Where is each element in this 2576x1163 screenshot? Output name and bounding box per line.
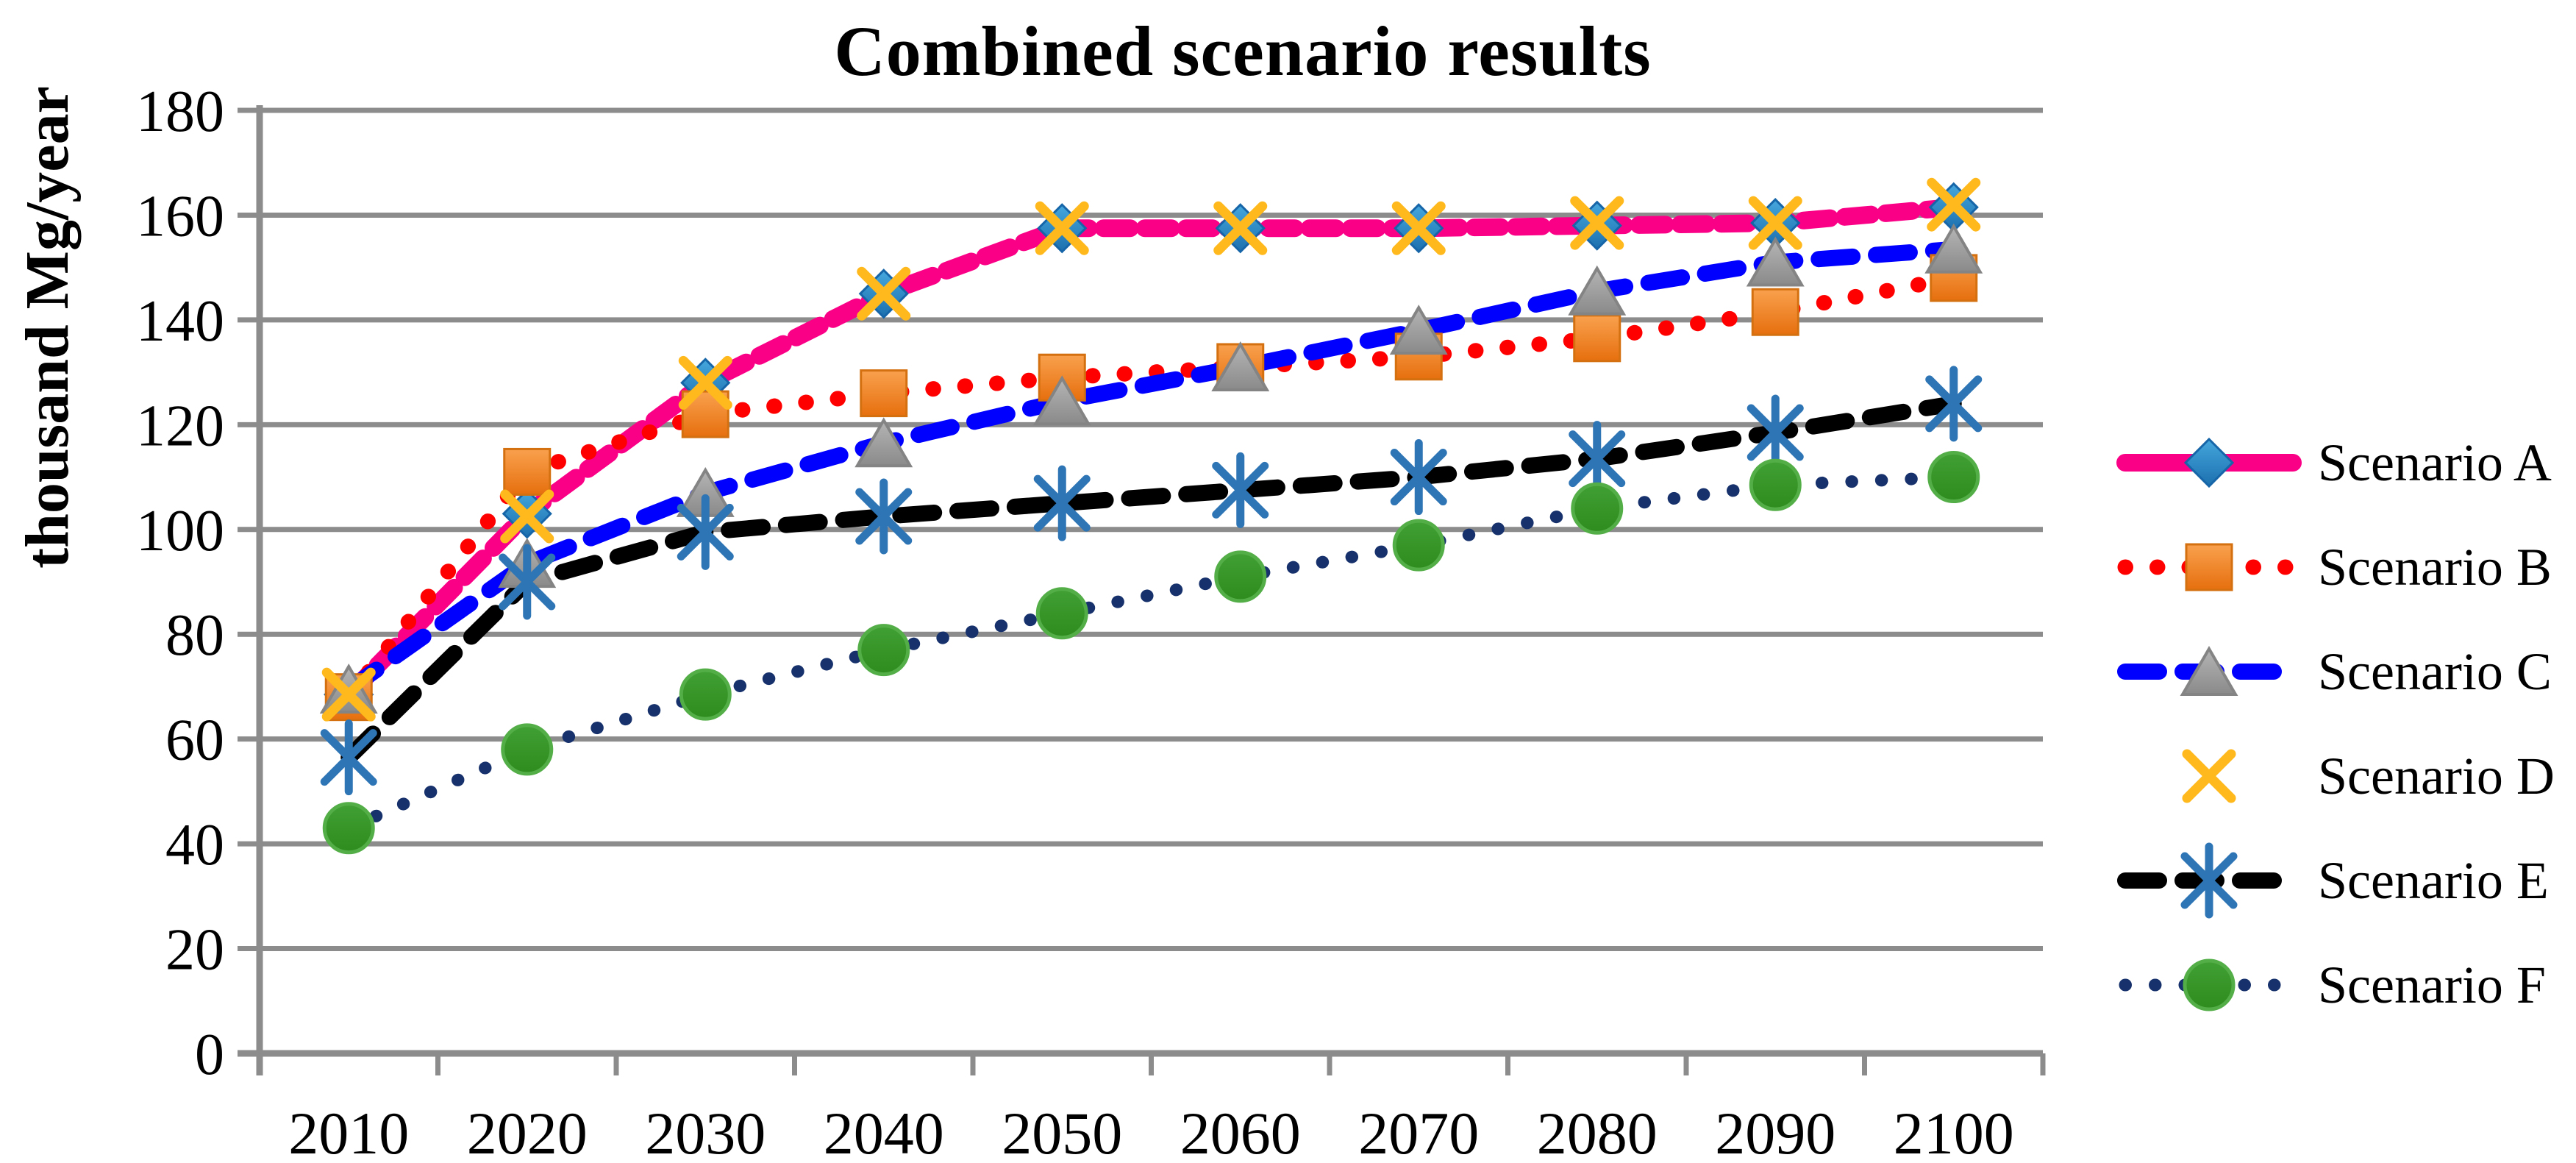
scenario-f-marker-icon	[679, 668, 732, 721]
scenario-c-marker-icon	[854, 417, 913, 468]
legend: Scenario A Scenario B Scenario C Scenari…	[2116, 410, 2555, 1037]
x-tick-label: 2040	[824, 1100, 944, 1163]
legend-sample-scenario-a-icon	[2116, 437, 2302, 488]
scenario-d-marker-icon	[321, 667, 376, 722]
y-tick-label: 40	[165, 813, 224, 878]
legend-item-scenario-d: Scenario D	[2116, 724, 2555, 828]
legend-label-scenario-e: Scenario E	[2318, 850, 2549, 910]
scenario-e-marker-icon	[320, 719, 377, 796]
scenario-e-marker-icon	[1390, 439, 1447, 516]
y-tick-label: 80	[165, 603, 224, 668]
scenario-b-marker-icon	[1751, 288, 1799, 336]
x-tick-label: 2100	[1894, 1100, 2014, 1163]
series-line-scenario-c	[340, 241, 1962, 698]
x-tick-label: 2070	[1358, 1100, 1479, 1163]
legend-label-scenario-b: Scenario B	[2318, 537, 2552, 597]
series-line-scenario-f	[342, 471, 1960, 835]
series-line-scenario-b	[340, 270, 1962, 705]
scenario-d-marker-icon	[500, 489, 554, 544]
scenario-d-marker-icon	[1391, 201, 1446, 255]
scenario-e-marker-icon	[1033, 465, 1091, 541]
scenario-d-marker-icon	[2182, 749, 2236, 803]
y-tick-label: 0	[195, 1022, 224, 1087]
scenario-d-marker-icon	[1213, 201, 1268, 255]
scenario-f-marker-icon	[857, 624, 910, 677]
scenario-b-marker-icon	[2185, 543, 2233, 591]
scenario-a-marker-icon	[2183, 437, 2235, 488]
scenario-f-marker-icon	[501, 723, 554, 776]
legend-sample-scenario-c-icon	[2117, 646, 2301, 696]
scenario-d-marker-icon	[1748, 196, 1802, 250]
scenario-f-marker-icon	[1392, 519, 1445, 572]
scenario-e-marker-icon	[1747, 394, 1804, 471]
scenario-e-marker-icon	[677, 494, 734, 570]
scenario-f-marker-icon	[1571, 482, 1624, 535]
scenario-c-marker-icon	[1746, 236, 1805, 287]
y-tick-label: 100	[136, 499, 224, 563]
y-tick-label: 120	[136, 394, 224, 458]
scenario-f-marker-icon	[1927, 451, 1980, 504]
x-tick-label: 2080	[1537, 1100, 1658, 1163]
scenario-d-marker-icon	[678, 355, 732, 410]
scenario-e-marker-icon	[1925, 366, 1983, 442]
y-tick-label: 160	[136, 184, 224, 249]
series-line-scenario-e	[340, 395, 1962, 766]
scenario-f-marker-icon	[322, 802, 375, 855]
legend-label-scenario-c: Scenario C	[2318, 641, 2552, 701]
y-tick-label: 20	[165, 918, 224, 983]
scenario-d-marker-icon	[1927, 177, 1981, 232]
scenario-e-marker-icon	[1569, 421, 1626, 497]
scenario-f-marker-icon	[1214, 550, 1267, 603]
scenario-b-marker-icon	[860, 369, 908, 418]
x-tick-label: 2020	[467, 1100, 588, 1163]
x-tick-label: 2030	[645, 1100, 766, 1163]
legend-item-scenario-f: Scenario F	[2116, 933, 2555, 1037]
scenario-c-marker-icon	[1924, 223, 1983, 274]
legend-item-scenario-c: Scenario C	[2116, 619, 2555, 724]
scenario-e-marker-icon	[2180, 842, 2238, 919]
scenario-c-marker-icon	[1211, 341, 1270, 391]
scenario-d-marker-icon	[857, 266, 911, 321]
x-tick-label: 2050	[1002, 1100, 1122, 1163]
legend-item-scenario-b: Scenario B	[2116, 515, 2555, 619]
y-tick-label: 60	[165, 708, 224, 773]
legend-label-scenario-d: Scenario D	[2318, 746, 2555, 805]
x-tick-label: 2060	[1180, 1100, 1301, 1163]
scenario-c-marker-icon	[2180, 646, 2238, 696]
scenario-c-marker-icon	[1568, 265, 1627, 316]
scenario-e-marker-icon	[499, 544, 556, 620]
scenario-f-marker-icon	[1749, 458, 1802, 511]
scenario-b-marker-icon	[503, 447, 552, 496]
legend-label-scenario-a: Scenario A	[2318, 433, 2552, 492]
legend-label-scenario-f: Scenario F	[2318, 955, 2546, 1014]
scenario-f-marker-icon	[1035, 587, 1088, 640]
x-tick-label: 2090	[1715, 1100, 1835, 1163]
scenario-e-marker-icon	[855, 478, 913, 555]
legend-sample-scenario-b-icon	[2117, 543, 2301, 591]
y-tick-label: 180	[136, 79, 224, 144]
legend-item-scenario-a: Scenario A	[2116, 410, 2555, 515]
scenario-e-marker-icon	[1212, 452, 1269, 528]
legend-sample-scenario-d-icon	[2182, 749, 2236, 803]
scenario-d-marker-icon	[1570, 196, 1624, 250]
scenario-f-marker-icon	[2183, 959, 2236, 1011]
chart-title: Combined scenario results	[834, 12, 1652, 90]
y-tick-label: 140	[136, 289, 224, 354]
scenario-c-marker-icon	[1032, 375, 1091, 426]
scenario-c-marker-icon	[1389, 305, 1448, 355]
x-tick-label: 2010	[288, 1100, 409, 1163]
legend-item-scenario-e: Scenario E	[2116, 828, 2555, 933]
legend-sample-scenario-f-icon	[2119, 959, 2300, 1011]
scenario-d-marker-icon	[1035, 201, 1089, 255]
legend-sample-scenario-e-icon	[2117, 842, 2301, 919]
scenario-b-marker-icon	[1573, 314, 1621, 363]
